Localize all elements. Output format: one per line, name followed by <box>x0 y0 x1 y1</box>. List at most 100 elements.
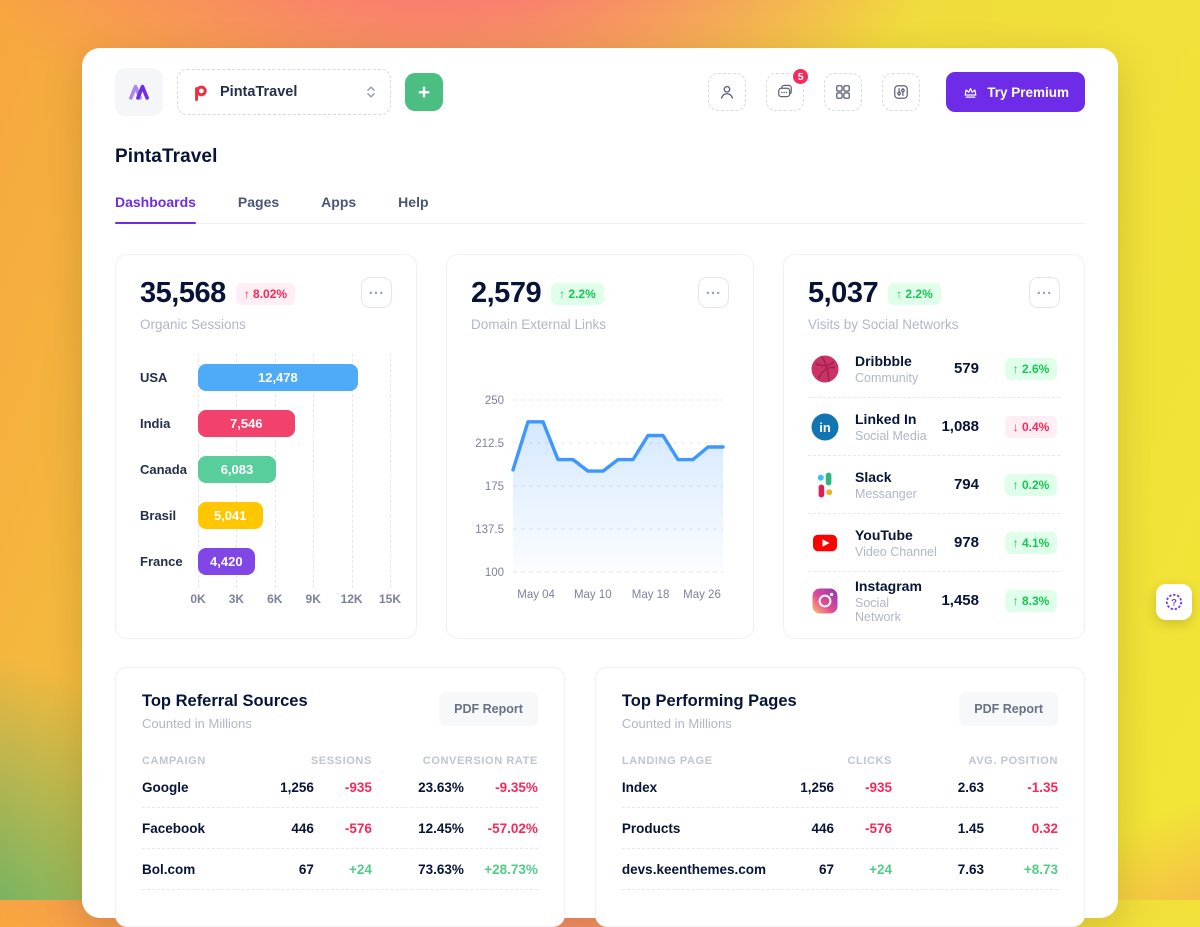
dribbble-icon <box>808 352 842 386</box>
table-row[interactable]: Facebook 446 -576 12.45% -57.02% <box>142 808 538 849</box>
row-value: 67 <box>818 861 834 877</box>
social-category: Social Media <box>855 428 927 443</box>
row-value: 1,256 <box>800 779 834 795</box>
social-value: 1,458 <box>941 592 979 609</box>
social-value: 978 <box>953 534 979 551</box>
social-name: Dribbble <box>855 352 912 369</box>
card-menu-button[interactable]: ... <box>698 277 729 308</box>
tab-dashboards[interactable]: Dashboards <box>115 194 196 224</box>
tab-apps[interactable]: Apps <box>321 194 357 210</box>
row-value: 1,256 <box>280 779 314 795</box>
table-card-top-performing-pages: Top Performing Pages Counted in Millions… <box>594 667 1085 927</box>
bar[interactable]: 6,083 <box>198 455 276 483</box>
table-row[interactable]: Bol.com 67 +24 73.63% +28.73% <box>142 849 538 890</box>
stat-value: 2,579 <box>471 277 542 309</box>
linkedin-icon: in <box>808 410 842 444</box>
column-header: CAMPAIGN <box>142 755 206 767</box>
bar-category-label: Brasil <box>140 507 177 523</box>
row-name: devs.keenthemes.com <box>621 861 766 877</box>
settings-sliders-icon <box>894 85 909 99</box>
column-header: LANDING PAGE <box>621 755 713 767</box>
bar[interactable]: 5,041 <box>198 501 263 529</box>
table-row[interactable]: devs.keenthemes.com 67 +24 7.63 +8.73 <box>621 849 1058 890</box>
social-delta-badge: ↑ 4.1% <box>1004 531 1058 554</box>
social-row-linked-in[interactable]: in Linked In Social Media 1,088 ↓ 0.4% <box>808 397 1060 455</box>
try-premium-button[interactable]: Try Premium <box>946 72 1085 112</box>
stat-value: 35,568 <box>140 277 226 309</box>
stat-label: Organic Sessions <box>140 317 246 332</box>
svg-text:May 04: May 04 <box>517 589 555 601</box>
row-delta: +24 <box>349 861 372 877</box>
help-button[interactable]: ? <box>1156 584 1192 620</box>
social-value: 794 <box>953 476 979 493</box>
page-title: PintaTravel <box>115 146 218 167</box>
column-header: CONVERSION RATE <box>422 755 538 767</box>
svg-text:May 26: May 26 <box>683 589 721 601</box>
social-delta-badge: ↑ 0.2% <box>1004 473 1058 496</box>
bar-row-canada: Canada 6,083 <box>140 446 392 492</box>
table-body: Google 1,256 -935 23.63% -9.35% Facebook… <box>142 767 538 890</box>
social-name: Instagram <box>855 577 922 594</box>
row-value: 67 <box>298 861 314 877</box>
bar-row-usa: USA 12,478 <box>140 354 392 400</box>
svg-text:175: 175 <box>485 481 504 493</box>
apps-grid-button[interactable] <box>824 73 863 111</box>
table-row[interactable]: Index 1,256 -935 2.63 -1.35 <box>621 767 1058 808</box>
chat-icon <box>778 84 793 98</box>
bar-category-label: India <box>140 415 171 431</box>
card-menu-button[interactable]: ... <box>1029 277 1060 308</box>
svg-text:250: 250 <box>485 395 504 407</box>
tab-help[interactable]: Help <box>398 194 429 210</box>
row-delta: -935 <box>344 779 372 795</box>
row-value: 7.63 <box>957 861 984 877</box>
bar-chart: USA 12,478 India 7,546 Canada 6,083 Bras… <box>140 354 401 612</box>
table-row[interactable]: Google 1,256 -935 23.63% -9.35% <box>142 767 538 808</box>
premium-label: Try Premium <box>987 84 1069 100</box>
bar[interactable]: 7,546 <box>198 409 295 437</box>
stat-value: 5,037 <box>808 277 879 309</box>
social-row-dribbble[interactable]: Dribbble Community 579 ↑ 2.6% <box>808 340 1060 397</box>
card-menu-button[interactable]: ... <box>361 277 392 308</box>
grid-icon <box>836 85 851 99</box>
svg-text:May 10: May 10 <box>574 589 612 601</box>
social-delta-badge: ↑ 8.3% <box>1004 589 1058 612</box>
tab-pages[interactable]: Pages <box>237 194 280 210</box>
bar[interactable]: 12,478 <box>198 363 358 391</box>
pintatravel-pin-icon <box>190 82 211 103</box>
table-title: Top Performing Pages <box>621 692 797 710</box>
social-row-instagram[interactable]: Instagram Social Network 1,458 ↑ 8.3% <box>808 571 1060 629</box>
svg-text:May 18: May 18 <box>632 589 670 601</box>
row-value: 12.45% <box>418 820 464 836</box>
social-row-slack[interactable]: Slack Messanger 794 ↑ 0.2% <box>808 455 1060 513</box>
settings-button[interactable] <box>882 73 921 111</box>
row-delta: +24 <box>869 861 892 877</box>
pdf-report-button[interactable]: PDF Report <box>959 692 1058 726</box>
social-name: Linked In <box>855 410 917 427</box>
table-row[interactable]: Products 446 -576 1.45 0.32 <box>621 808 1058 849</box>
workspace-select[interactable]: PintaTravel <box>177 69 391 115</box>
app-header: PintaTravel + 5 <box>115 67 1085 116</box>
bar[interactable]: 4,420 <box>198 547 255 575</box>
instagram-icon <box>808 584 842 618</box>
row-value: 23.63% <box>418 779 464 795</box>
user-button[interactable] <box>708 73 747 111</box>
app-window: PintaTravel + 5 <box>82 48 1118 927</box>
keenthemes-logo-icon[interactable] <box>115 68 163 116</box>
row-delta: -57.02% <box>487 820 538 836</box>
row-name: Bol.com <box>142 861 196 877</box>
social-value: 579 <box>953 360 979 377</box>
social-row-youtube[interactable]: YouTube Video Channel 978 ↑ 4.1% <box>808 513 1060 571</box>
row-value: 1.45 <box>957 820 984 836</box>
row-delta: -935 <box>864 779 892 795</box>
social-delta-badge: ↑ 2.6% <box>1004 357 1058 380</box>
chat-button[interactable]: 5 <box>766 67 811 111</box>
table-subtitle: Counted in Millions <box>142 716 252 731</box>
pdf-report-button[interactable]: PDF Report <box>439 692 538 726</box>
row-value: 446 <box>291 820 314 836</box>
bar-category-label: France <box>140 553 183 569</box>
row-value: 73.63% <box>418 861 464 877</box>
row-delta: +8.73 <box>1023 861 1058 877</box>
add-workspace-button[interactable]: + <box>405 73 443 111</box>
social-category: Video Channel <box>855 544 937 559</box>
row-value: 446 <box>811 820 834 836</box>
